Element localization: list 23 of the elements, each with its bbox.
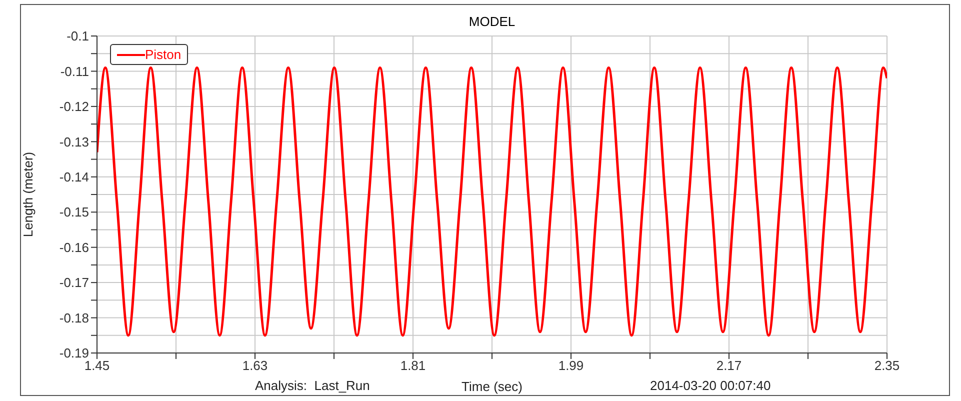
x-tick-label: 2.17	[716, 358, 742, 374]
y-tick-label: -0.19	[59, 346, 89, 361]
y-tick-label: -0.13	[59, 134, 89, 150]
x-tick-label: 1.45	[84, 358, 110, 374]
text: Analysis: Last_Run	[255, 378, 370, 393]
y-tick-label: -0.14	[59, 170, 89, 185]
y-tick-label: -0.11	[60, 64, 89, 79]
y-tick-label: -0.15	[59, 204, 89, 220]
legend-label: Piston	[145, 47, 182, 62]
line-series	[97, 66, 887, 337]
text: 2014-03-20 00:07:40	[650, 378, 771, 393]
x-axis-title: Time (sec)	[462, 379, 522, 394]
chart-title: MODEL	[468, 14, 516, 29]
y-tick-label: -0.17	[59, 275, 89, 290]
y-tick-label: -0.1	[66, 28, 89, 44]
y-axis-title: Length (meter)	[20, 152, 36, 238]
y-tick-label: -0.16	[59, 240, 89, 255]
x-tick-label: 1.99	[558, 358, 584, 374]
x-tick-label: 1.81	[400, 358, 426, 374]
x-tick-label: 2.35	[874, 358, 900, 374]
y-tick-label: -0.18	[59, 310, 89, 326]
y-tick-label: -0.12	[59, 99, 89, 114]
x-tick-label: 1.63	[242, 358, 268, 374]
